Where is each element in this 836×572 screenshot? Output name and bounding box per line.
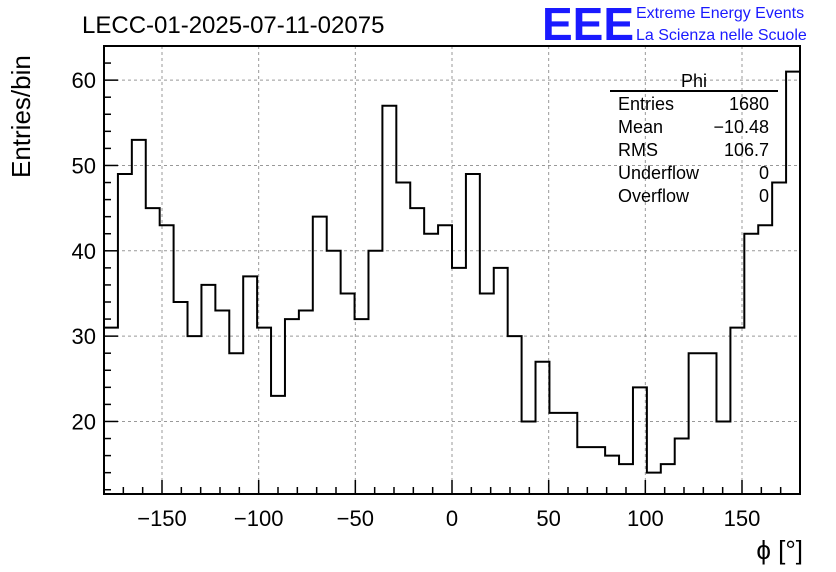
- x-tick-label: 0: [446, 506, 458, 531]
- y-tick-label: 20: [72, 409, 96, 434]
- stats-row-value: 1680: [729, 94, 769, 114]
- stats-row-value: −10.48: [713, 117, 769, 137]
- stats-box-title: Phi: [681, 71, 707, 91]
- y-tick-label: 60: [72, 68, 96, 93]
- x-tick-label: −150: [137, 506, 187, 531]
- x-tick-label: −100: [234, 506, 284, 531]
- stats-row-label: Underflow: [618, 163, 700, 183]
- histogram-line: [103, 70, 801, 494]
- stats-row-label: RMS: [618, 140, 658, 160]
- stats-row-value: 0: [759, 163, 769, 183]
- stats-row-label: Mean: [618, 117, 663, 137]
- axis-ticks: [103, 45, 801, 494]
- x-tick-label: 150: [724, 506, 761, 531]
- stats-row-label: Overflow: [618, 186, 690, 206]
- y-tick-label: 30: [72, 324, 96, 349]
- stats-row-value: 106.7: [724, 140, 769, 160]
- chart-title: LECC-01-2025-07-11-02075: [82, 12, 384, 39]
- eee-logo: EEE Extreme Energy Events La Scienza nel…: [542, 0, 807, 50]
- stats-row-value: 0: [759, 186, 769, 206]
- eee-logo-line1: Extreme Energy Events: [636, 5, 804, 22]
- x-tick-label: −50: [337, 506, 374, 531]
- y-tick-label: 40: [72, 239, 96, 264]
- grid-lines: [104, 46, 800, 494]
- x-tick-label: 100: [627, 506, 664, 531]
- y-axis-title: Entries/bin: [6, 55, 36, 178]
- x-tick-label: 50: [536, 506, 560, 531]
- stats-row-label: Entries: [618, 94, 674, 114]
- y-tick-label: 50: [72, 153, 96, 178]
- eee-logo-mark: EEE: [542, 0, 634, 50]
- stats-box: Phi Entries 1680 Mean −10.48 RMS 106.7 Underfl…: [610, 71, 778, 206]
- eee-logo-line2: La Scienza nelle Scuole: [636, 27, 807, 44]
- tick-labels: −150 −100 −50 0 50 100 150 20 30 40 50 60: [72, 68, 761, 531]
- x-axis-title: ϕ [°]: [756, 535, 803, 565]
